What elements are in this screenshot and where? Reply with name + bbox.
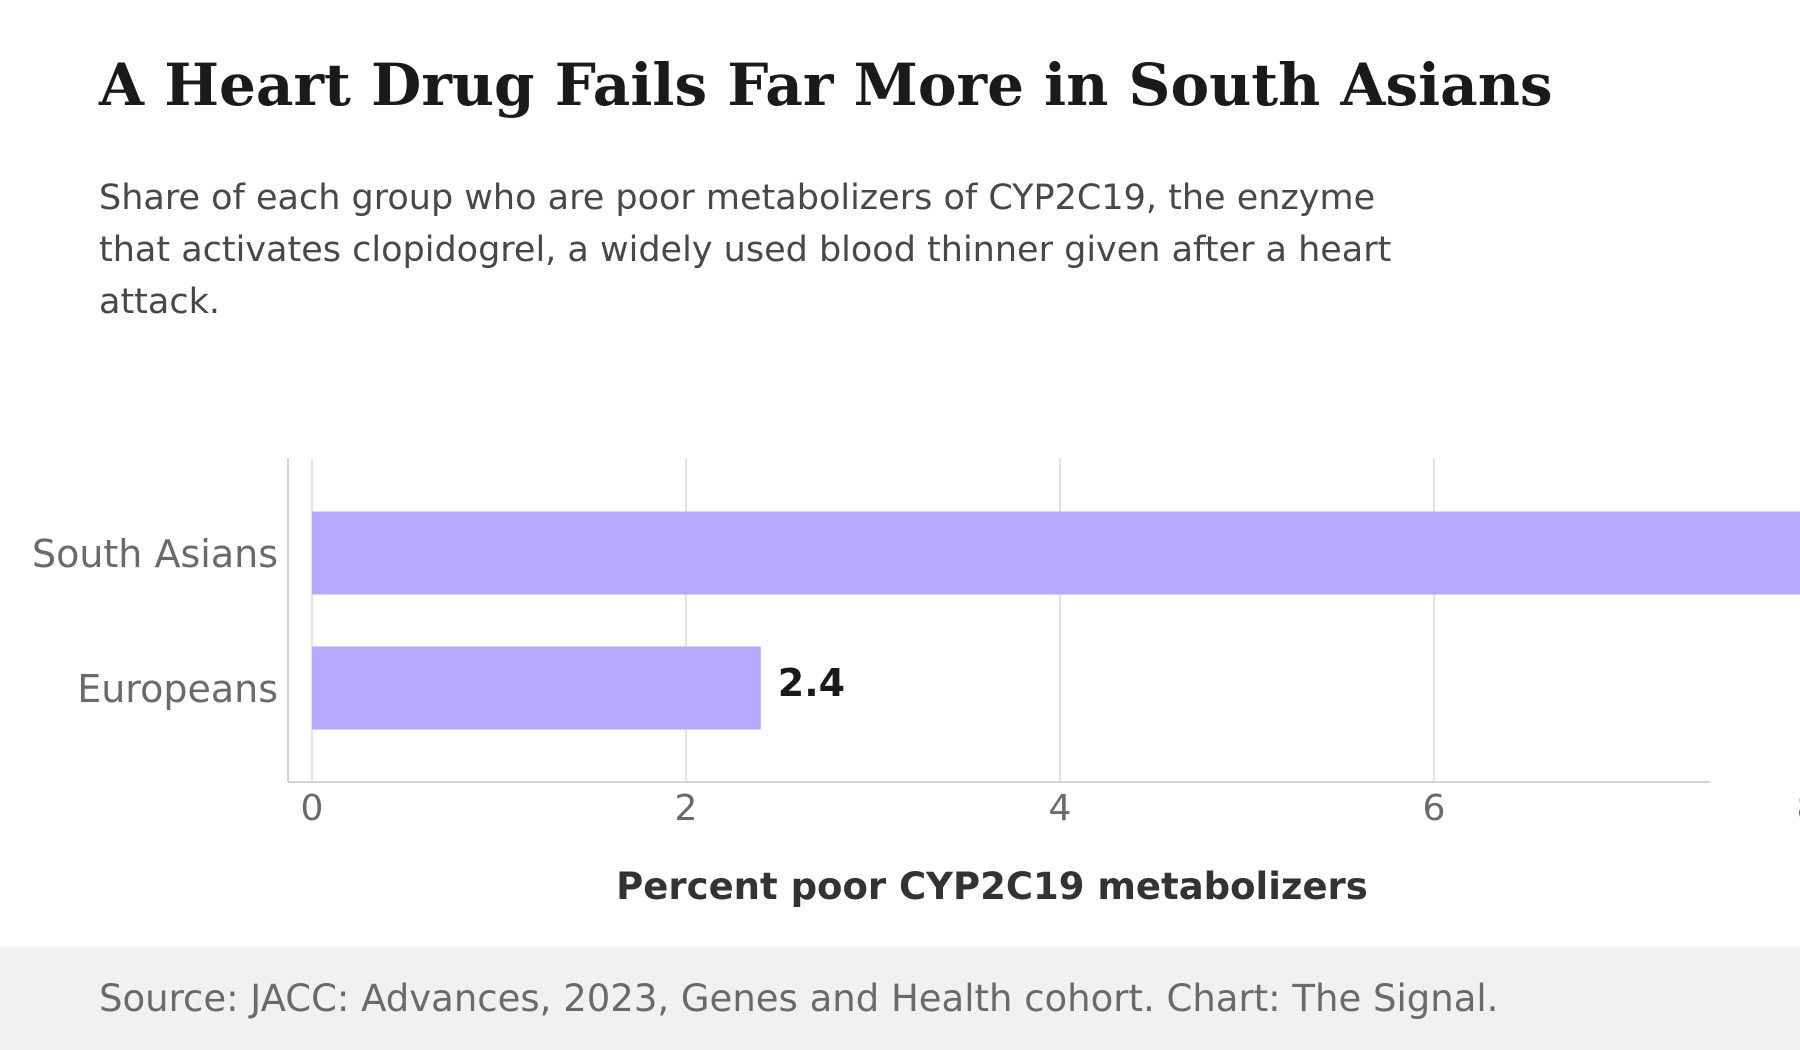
value-label: 2.4 <box>778 661 845 705</box>
x-tick-label: 4 <box>1049 788 1072 829</box>
category-label: South Asians <box>32 532 278 576</box>
x-tick-label: 6 <box>1423 788 1446 829</box>
bar-group: Europeans 2.4 <box>77 646 845 730</box>
x-axis-title: Percent poor CYP2C19 metabolizers <box>616 865 1368 908</box>
gridlines <box>311 458 1435 782</box>
category-label: Europeans <box>77 667 278 711</box>
chart-subtitle: Share of each group who are poor metabol… <box>99 178 1392 322</box>
bars: South Asians13 Europeans 2.4 <box>32 511 1800 730</box>
x-tick-label: 8 <box>1797 788 1800 829</box>
x-tick-label: 2 <box>675 788 698 829</box>
chart-title: A Heart Drug Fails Far More in South Asi… <box>99 51 1553 119</box>
bar-group: South Asians13 <box>32 511 1800 595</box>
bar <box>312 646 761 730</box>
footer: Source: JACC: Advances, 2023, Genes and … <box>0 947 1800 1050</box>
x-axis-ticks: 02468101214 <box>301 788 1800 829</box>
source-note: Source: JACC: Advances, 2023, Genes and … <box>99 977 1499 1020</box>
x-tick-label: 0 <box>301 788 324 829</box>
bar-chart: 02468101214 South Asians13Europeans2.4 P… <box>32 458 1800 908</box>
bar <box>312 511 1800 595</box>
